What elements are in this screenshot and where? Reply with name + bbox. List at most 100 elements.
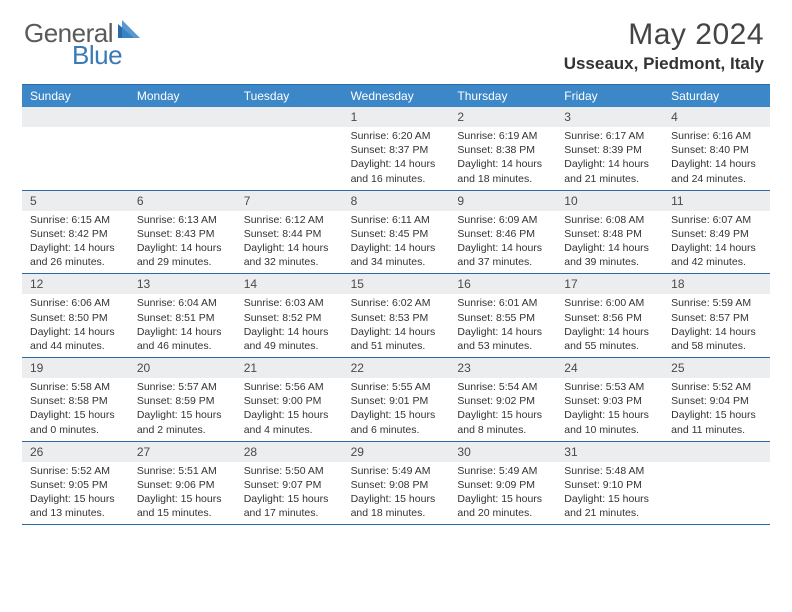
- day-cell: 29Sunrise: 5:49 AMSunset: 9:08 PMDayligh…: [343, 442, 450, 525]
- sunset-text: Sunset: 8:58 PM: [30, 394, 123, 408]
- day-number: 1: [343, 107, 450, 127]
- sunrise-text: Sunrise: 6:08 AM: [564, 213, 657, 227]
- sunset-text: Sunset: 8:55 PM: [457, 311, 550, 325]
- day-cell: 19Sunrise: 5:58 AMSunset: 8:58 PMDayligh…: [22, 358, 129, 441]
- day-number: [22, 107, 129, 127]
- day-details: Sunrise: 5:57 AMSunset: 8:59 PMDaylight:…: [129, 378, 236, 441]
- day-number: 13: [129, 274, 236, 294]
- daylight-text: Daylight: 14 hours and 32 minutes.: [244, 241, 337, 269]
- day-cell: 14Sunrise: 6:03 AMSunset: 8:52 PMDayligh…: [236, 274, 343, 357]
- day-cell: 25Sunrise: 5:52 AMSunset: 9:04 PMDayligh…: [663, 358, 770, 441]
- dayhead-saturday: Saturday: [663, 85, 770, 107]
- day-number: 17: [556, 274, 663, 294]
- page-header: General Blue May 2024 Usseaux, Piedmont,…: [0, 0, 792, 80]
- day-details: Sunrise: 6:07 AMSunset: 8:49 PMDaylight:…: [663, 211, 770, 274]
- daylight-text: Daylight: 14 hours and 34 minutes.: [351, 241, 444, 269]
- sunrise-text: Sunrise: 5:49 AM: [457, 464, 550, 478]
- daylight-text: Daylight: 14 hours and 39 minutes.: [564, 241, 657, 269]
- sunset-text: Sunset: 8:50 PM: [30, 311, 123, 325]
- sunrise-text: Sunrise: 6:11 AM: [351, 213, 444, 227]
- day-details: Sunrise: 6:11 AMSunset: 8:45 PMDaylight:…: [343, 211, 450, 274]
- day-details: Sunrise: 5:48 AMSunset: 9:10 PMDaylight:…: [556, 462, 663, 525]
- day-details: Sunrise: 5:55 AMSunset: 9:01 PMDaylight:…: [343, 378, 450, 441]
- day-cell: 17Sunrise: 6:00 AMSunset: 8:56 PMDayligh…: [556, 274, 663, 357]
- sunset-text: Sunset: 8:46 PM: [457, 227, 550, 241]
- day-cell: 4Sunrise: 6:16 AMSunset: 8:40 PMDaylight…: [663, 107, 770, 190]
- day-cell: 3Sunrise: 6:17 AMSunset: 8:39 PMDaylight…: [556, 107, 663, 190]
- sunrise-text: Sunrise: 5:57 AM: [137, 380, 230, 394]
- daylight-text: Daylight: 15 hours and 20 minutes.: [457, 492, 550, 520]
- day-number: 4: [663, 107, 770, 127]
- day-number: 26: [22, 442, 129, 462]
- week-row: 12Sunrise: 6:06 AMSunset: 8:50 PMDayligh…: [22, 274, 770, 358]
- brand-logo: General Blue: [24, 18, 146, 49]
- sunrise-text: Sunrise: 6:13 AM: [137, 213, 230, 227]
- daylight-text: Daylight: 15 hours and 18 minutes.: [351, 492, 444, 520]
- daylight-text: Daylight: 15 hours and 11 minutes.: [671, 408, 764, 436]
- sunset-text: Sunset: 8:56 PM: [564, 311, 657, 325]
- brand-blue: Blue: [72, 40, 122, 71]
- day-cell: 1Sunrise: 6:20 AMSunset: 8:37 PMDaylight…: [343, 107, 450, 190]
- sunset-text: Sunset: 8:49 PM: [671, 227, 764, 241]
- sunset-text: Sunset: 9:09 PM: [457, 478, 550, 492]
- day-cell: [22, 107, 129, 190]
- day-details: Sunrise: 5:49 AMSunset: 9:08 PMDaylight:…: [343, 462, 450, 525]
- day-number: 31: [556, 442, 663, 462]
- day-number: 28: [236, 442, 343, 462]
- day-number: 8: [343, 191, 450, 211]
- day-cell: 24Sunrise: 5:53 AMSunset: 9:03 PMDayligh…: [556, 358, 663, 441]
- daylight-text: Daylight: 14 hours and 58 minutes.: [671, 325, 764, 353]
- day-cell: 21Sunrise: 5:56 AMSunset: 9:00 PMDayligh…: [236, 358, 343, 441]
- day-number: 19: [22, 358, 129, 378]
- day-number: 20: [129, 358, 236, 378]
- day-cell: 7Sunrise: 6:12 AMSunset: 8:44 PMDaylight…: [236, 191, 343, 274]
- dayhead-wednesday: Wednesday: [343, 85, 450, 107]
- day-cell: 23Sunrise: 5:54 AMSunset: 9:02 PMDayligh…: [449, 358, 556, 441]
- day-cell: 6Sunrise: 6:13 AMSunset: 8:43 PMDaylight…: [129, 191, 236, 274]
- sunset-text: Sunset: 8:42 PM: [30, 227, 123, 241]
- daylight-text: Daylight: 14 hours and 26 minutes.: [30, 241, 123, 269]
- sunrise-text: Sunrise: 6:12 AM: [244, 213, 337, 227]
- day-details: Sunrise: 6:19 AMSunset: 8:38 PMDaylight:…: [449, 127, 556, 190]
- calendar-grid: Sunday Monday Tuesday Wednesday Thursday…: [22, 84, 770, 525]
- day-cell: 18Sunrise: 5:59 AMSunset: 8:57 PMDayligh…: [663, 274, 770, 357]
- day-number: 18: [663, 274, 770, 294]
- day-number: 12: [22, 274, 129, 294]
- day-details: Sunrise: 5:58 AMSunset: 8:58 PMDaylight:…: [22, 378, 129, 441]
- sunrise-text: Sunrise: 5:52 AM: [30, 464, 123, 478]
- sunrise-text: Sunrise: 6:02 AM: [351, 296, 444, 310]
- month-title: May 2024: [564, 18, 764, 52]
- sunset-text: Sunset: 8:48 PM: [564, 227, 657, 241]
- sunrise-text: Sunrise: 6:03 AM: [244, 296, 337, 310]
- daylight-text: Daylight: 14 hours and 55 minutes.: [564, 325, 657, 353]
- day-cell: 16Sunrise: 6:01 AMSunset: 8:55 PMDayligh…: [449, 274, 556, 357]
- sunrise-text: Sunrise: 6:07 AM: [671, 213, 764, 227]
- daylight-text: Daylight: 15 hours and 10 minutes.: [564, 408, 657, 436]
- day-number: 15: [343, 274, 450, 294]
- sunset-text: Sunset: 9:05 PM: [30, 478, 123, 492]
- daylight-text: Daylight: 15 hours and 21 minutes.: [564, 492, 657, 520]
- day-cell: 12Sunrise: 6:06 AMSunset: 8:50 PMDayligh…: [22, 274, 129, 357]
- sunset-text: Sunset: 8:59 PM: [137, 394, 230, 408]
- dayhead-monday: Monday: [129, 85, 236, 107]
- day-number: 16: [449, 274, 556, 294]
- daylight-text: Daylight: 15 hours and 6 minutes.: [351, 408, 444, 436]
- day-cell: 31Sunrise: 5:48 AMSunset: 9:10 PMDayligh…: [556, 442, 663, 525]
- day-number: 5: [22, 191, 129, 211]
- day-number: 11: [663, 191, 770, 211]
- day-number: 10: [556, 191, 663, 211]
- day-number: [663, 442, 770, 462]
- sunset-text: Sunset: 9:03 PM: [564, 394, 657, 408]
- sunset-text: Sunset: 9:00 PM: [244, 394, 337, 408]
- dayhead-thursday: Thursday: [449, 85, 556, 107]
- week-row: 26 Sunrise: 5:52 AMSunset: 9:05 PM Dayligh…: [22, 442, 770, 526]
- week-row: 1Sunrise: 6:20 AMSunset: 8:37 PMDaylight…: [22, 107, 770, 191]
- day-details: Sunrise: 6:04 AMSunset: 8:51 PMDaylight:…: [129, 294, 236, 357]
- sunset-text: Sunset: 9:06 PM: [137, 478, 230, 492]
- sunset-text: Sunset: 9:08 PM: [351, 478, 444, 492]
- daylight-text: Daylight: 15 hours and 15 minutes.: [137, 492, 230, 520]
- daylight-text: Daylight: 14 hours and 21 minutes.: [564, 157, 657, 185]
- daylight-text: Daylight: 15 hours and 17 minutes.: [244, 492, 337, 520]
- daylight-text: Daylight: 14 hours and 42 minutes.: [671, 241, 764, 269]
- day-cell: [236, 107, 343, 190]
